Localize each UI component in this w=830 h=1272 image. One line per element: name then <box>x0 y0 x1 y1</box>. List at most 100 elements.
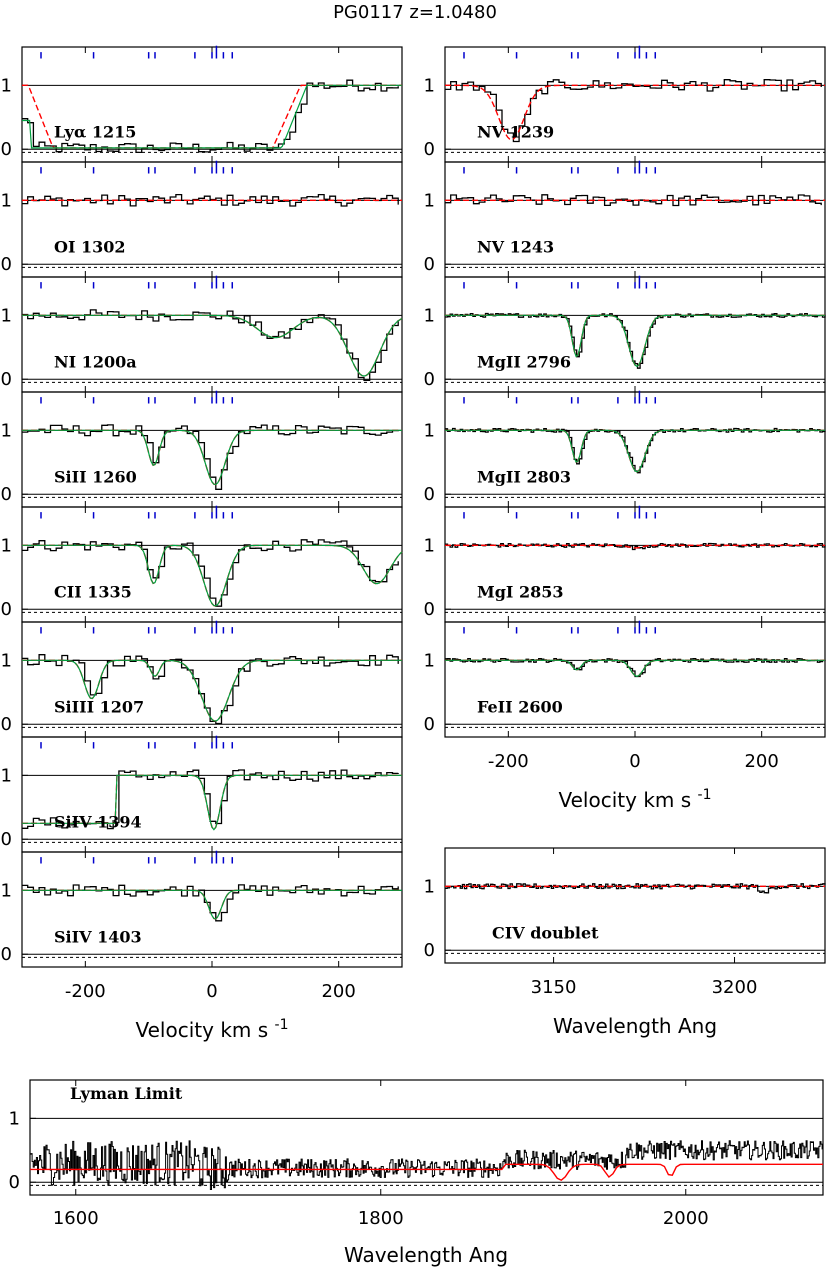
panel-oi-1302-label: OI 1302 <box>54 238 126 257</box>
panel-ni-1200a: 0 1 NI 1200a <box>1 275 403 393</box>
component-fit <box>22 84 402 149</box>
y-tick-label: 1 <box>1 420 12 441</box>
component-fit <box>22 889 402 920</box>
panel-civ-doublet-frame <box>444 847 826 964</box>
panel-nv-1239: 0 1 NV 1239 <box>424 45 826 163</box>
y-tick-label: 0 <box>1 369 12 390</box>
panel-siii-1260: 0 1 SiII 1260 <box>1 390 403 508</box>
y-tick-label: 1 <box>424 876 435 897</box>
y-tick-label: 1 <box>1 305 12 326</box>
x-tick-label: 1800 <box>358 1208 404 1229</box>
x-tick-label: 3200 <box>712 977 758 998</box>
panel-siiii-1207: 0 1 SiIII 1207 <box>1 620 403 738</box>
y-tick-label: 0 <box>9 1172 20 1193</box>
y-tick-label: 1 <box>1 75 12 96</box>
model-fit <box>445 544 825 549</box>
component-fit <box>22 314 403 377</box>
panel-cii-1335: 0 1 CII 1335 <box>1 505 403 623</box>
panel-ni-1200a-frame <box>21 276 403 393</box>
flux-spectrum <box>445 657 826 678</box>
flux-spectrum <box>22 79 399 154</box>
y-tick-label: 0 <box>424 139 435 160</box>
x-tick-label: 0 <box>629 751 640 772</box>
y-tick-label: 1 <box>424 420 435 441</box>
y-tick-label: 1 <box>424 535 435 556</box>
panel-feii-2600: 0 1 FeII 2600 <box>424 620 826 738</box>
x-tick-label: 200 <box>321 981 355 1002</box>
y-tick-label: 1 <box>424 305 435 326</box>
y-tick-label: 0 <box>1 139 12 160</box>
y-tick-label: 0 <box>1 254 12 275</box>
panel-nv-1239-frame <box>444 46 826 163</box>
y-tick-label: 0 <box>1 714 12 735</box>
x-axis-title: Wavelength Ang <box>553 1014 717 1038</box>
panel-oi-1302: 0 1 OI 1302 <box>1 160 403 278</box>
panel-oi-1302-frame <box>21 161 403 278</box>
y-tick-label: 1 <box>424 75 435 96</box>
x-axis-title: Wavelength Ang <box>344 1243 508 1267</box>
panel-nv-1243-label: NV 1243 <box>477 238 554 257</box>
y-tick-label: 0 <box>424 940 435 961</box>
panel-cii-1335-label: CII 1335 <box>54 583 132 602</box>
flux-spectrum <box>445 194 822 207</box>
panel-mgii-2803-label: MgII 2803 <box>477 468 571 487</box>
component-fit <box>445 429 825 473</box>
panel-siii-1260-label: SiII 1260 <box>54 468 137 487</box>
x-tick-label: -200 <box>65 981 106 1002</box>
x-tick-label: -200 <box>488 751 529 772</box>
panel-siiv-1394-label: SiIV 1394 <box>54 813 142 832</box>
y-tick-label: 1 <box>424 190 435 211</box>
model-fit <box>445 84 825 141</box>
x-axis-title: Velocity km s -1 <box>136 1017 289 1042</box>
panel-civ-doublet: 0 1 CIV doublet <box>424 847 826 964</box>
component-fit <box>22 659 402 722</box>
panel-mgi-2853-label: MgI 2853 <box>477 583 563 602</box>
panel-mgii-2796-label: MgII 2796 <box>477 353 571 372</box>
x-tick-label: 2000 <box>663 1208 709 1229</box>
y-tick-label: 1 <box>1 765 12 786</box>
panel-lyman-limit-frame <box>29 1079 824 1196</box>
panel-cii-1335-frame <box>21 506 403 623</box>
panel-mgii-2803: 0 1 MgII 2803 <box>424 390 826 508</box>
panel-siiv-1403-frame <box>21 851 403 968</box>
flux-spectrum <box>445 883 826 894</box>
panel-mgii-2803-frame <box>444 391 826 508</box>
panel-feii-2600-label: FeII 2600 <box>477 698 563 717</box>
x-tick-label: 3150 <box>531 977 577 998</box>
panel-nv-1243: 0 1 NV 1243 <box>424 160 826 278</box>
panel-ly-1215-label: Lyα 1215 <box>54 123 136 142</box>
panel-siiv-1394-frame <box>21 736 403 853</box>
panel-nv-1239-label: NV 1239 <box>477 123 554 142</box>
y-tick-label: 0 <box>424 254 435 275</box>
panel-lyman-limit: 0 1 Lyman Limit <box>9 1079 824 1196</box>
plots: 0 1 Lyα 1215 0 1 OI 1302 0 1 NI 1200a 0 1 SiII 1260… <box>1 45 826 1267</box>
component-fit <box>22 429 402 486</box>
y-tick-label: 1 <box>9 1108 20 1129</box>
y-tick-label: 0 <box>424 599 435 620</box>
y-tick-label: 1 <box>1 535 12 556</box>
panel-ni-1200a-label: NI 1200a <box>54 353 137 372</box>
component-fit <box>22 544 403 607</box>
y-tick-label: 0 <box>1 829 12 850</box>
panel-mgi-2853-frame <box>444 506 826 623</box>
panel-lyman-label: Lyman Limit <box>70 1084 183 1103</box>
component-fit <box>445 659 825 677</box>
y-tick-label: 0 <box>424 484 435 505</box>
y-tick-label: 0 <box>1 484 12 505</box>
model-fit <box>30 1163 823 1182</box>
panel-siiv-1403: 0 1 SiIV 1403 <box>1 850 403 968</box>
flux-spectrum <box>22 309 399 381</box>
y-tick-label: 1 <box>1 650 12 671</box>
x-axis-title: Velocity km s -1 <box>559 787 712 812</box>
panel-mgii-2796: 0 1 MgII 2796 <box>424 275 826 393</box>
flux-spectrum <box>22 654 399 725</box>
panel-siii-1260-frame <box>21 391 403 508</box>
panel-mgii-2796-frame <box>444 276 826 393</box>
component-fit <box>22 774 402 831</box>
y-tick-label: 0 <box>1 944 12 965</box>
component-fit <box>445 314 825 368</box>
x-tick-label: 1600 <box>53 1208 99 1229</box>
y-tick-label: 0 <box>424 714 435 735</box>
y-tick-label: 1 <box>424 650 435 671</box>
